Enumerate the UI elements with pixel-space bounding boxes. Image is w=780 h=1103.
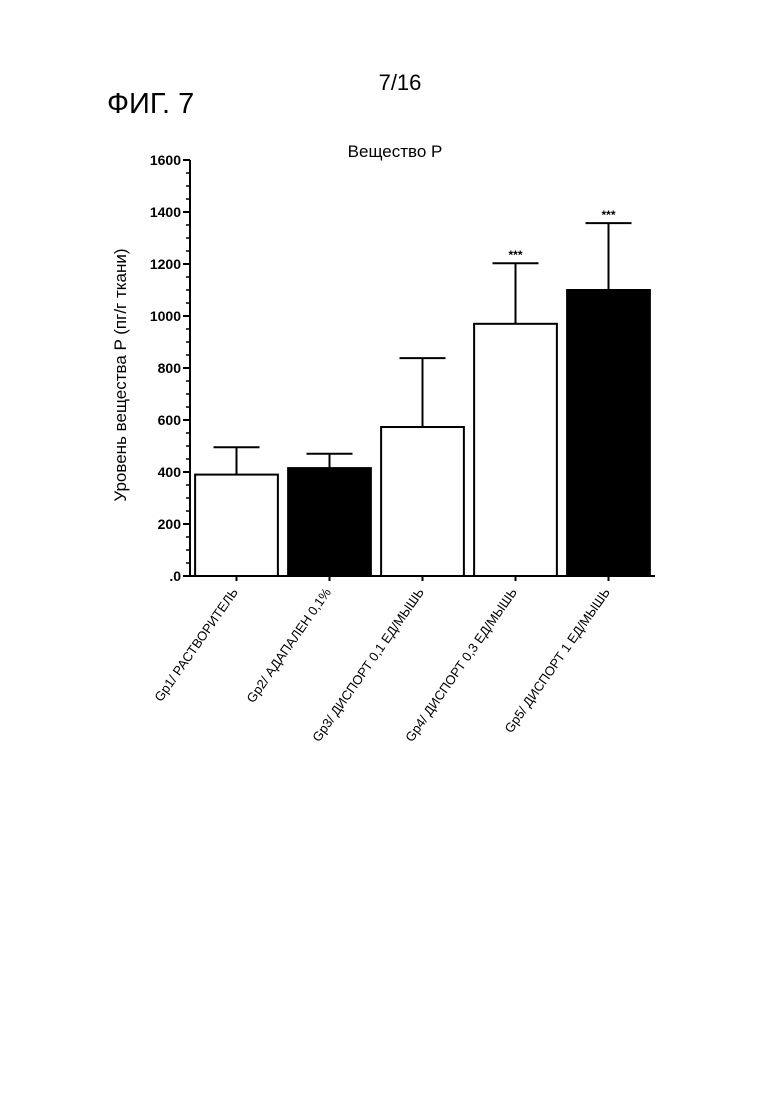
x-tick-label: Gp4/ ДИСПОРТ 0,3 ЕД/МЫШЬ <box>402 585 520 744</box>
significance-marker: *** <box>601 208 615 222</box>
y-tick-label: 1600 <box>150 152 181 168</box>
significance-markers: *** *** <box>508 208 615 262</box>
x-tick-label: Gp3/ ДИСПОРТ 0,1 ЕД/МЫШЬ <box>309 585 427 744</box>
bar <box>474 324 557 576</box>
y-tick-label: 600 <box>158 412 182 428</box>
x-tick-label: Gp2/ АДАПАЛЕН 0,1% <box>243 585 334 706</box>
x-tick-label: Gp5/ ДИСПОРТ 1 ЕД/МЫШЬ <box>501 585 613 735</box>
y-ticks: .0 200 400 600 800 1000 1200 1400 1600 <box>150 152 190 584</box>
chart-title: Вещество P <box>348 142 443 161</box>
y-tick-label: 1400 <box>150 204 181 220</box>
bar <box>567 290 650 576</box>
bar <box>288 468 371 576</box>
bar <box>381 427 464 576</box>
y-tick-label: 1200 <box>150 256 181 272</box>
bar <box>195 475 278 576</box>
y-tick-label: 200 <box>158 516 182 532</box>
y-tick-label: .0 <box>169 568 181 584</box>
x-labels: Gp1/ РАСТВОРИТЕЛЬGp2/ АДАПАЛЕН 0,1%Gp3/ … <box>151 585 613 745</box>
bars <box>195 290 650 576</box>
y-axis-label: Уровень вещества P (пг/г ткани) <box>111 248 130 501</box>
y-tick-label: 1000 <box>150 308 181 324</box>
significance-marker: *** <box>508 248 522 262</box>
y-tick-label: 400 <box>158 464 182 480</box>
y-tick-label: 800 <box>158 360 182 376</box>
x-tick-label: Gp1/ РАСТВОРИТЕЛЬ <box>151 585 241 704</box>
